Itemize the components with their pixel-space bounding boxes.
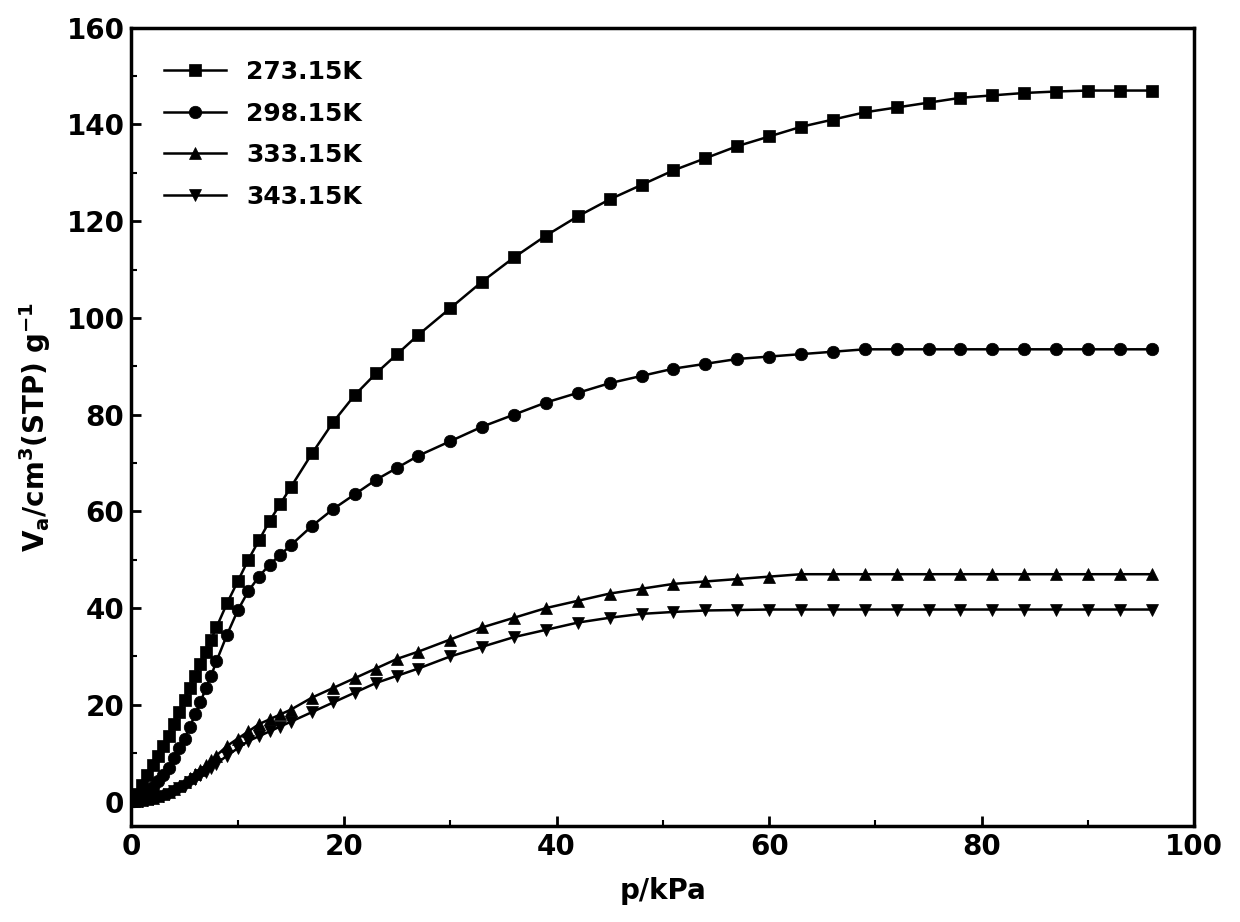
298.15K [198,682,213,693]
Line: 343.15K: 343.15K [128,603,1158,808]
343.15K [443,651,458,662]
343.15K [198,766,213,777]
298.15K [761,351,776,362]
298.15K [475,421,490,432]
Line: 333.15K: 333.15K [128,568,1158,808]
343.15K [761,604,776,615]
273.15K [475,276,490,287]
298.15K [126,795,141,806]
343.15K [475,641,490,652]
343.15K [126,796,141,807]
298.15K [857,344,872,355]
298.15K [985,344,999,355]
298.15K [1145,344,1159,355]
333.15K [985,569,999,580]
273.15K [761,131,776,142]
273.15K [1080,85,1095,96]
333.15K [1145,569,1159,580]
273.15K [126,794,141,805]
343.15K [794,604,808,615]
273.15K [1145,85,1159,96]
333.15K [761,571,776,582]
298.15K [443,436,458,447]
298.15K [538,397,553,408]
X-axis label: p/kPa: p/kPa [620,878,707,905]
273.15K [954,92,968,103]
333.15K [126,796,141,807]
343.15K [1145,604,1159,615]
Line: 298.15K: 298.15K [128,343,1158,807]
273.15K [443,302,458,313]
333.15K [794,569,808,580]
Legend: 273.15K, 298.15K, 333.15K, 343.15K: 273.15K, 298.15K, 333.15K, 343.15K [144,41,382,229]
Y-axis label: $\mathbf{V_a/cm^3(STP)\ g^{-1}}$: $\mathbf{V_a/cm^3(STP)\ g^{-1}}$ [16,301,52,551]
333.15K [443,634,458,645]
273.15K [198,646,213,657]
343.15K [985,604,999,615]
333.15K [198,760,213,771]
333.15K [538,603,553,614]
333.15K [475,621,490,632]
Line: 273.15K: 273.15K [128,84,1158,806]
273.15K [538,230,553,242]
343.15K [538,624,553,635]
